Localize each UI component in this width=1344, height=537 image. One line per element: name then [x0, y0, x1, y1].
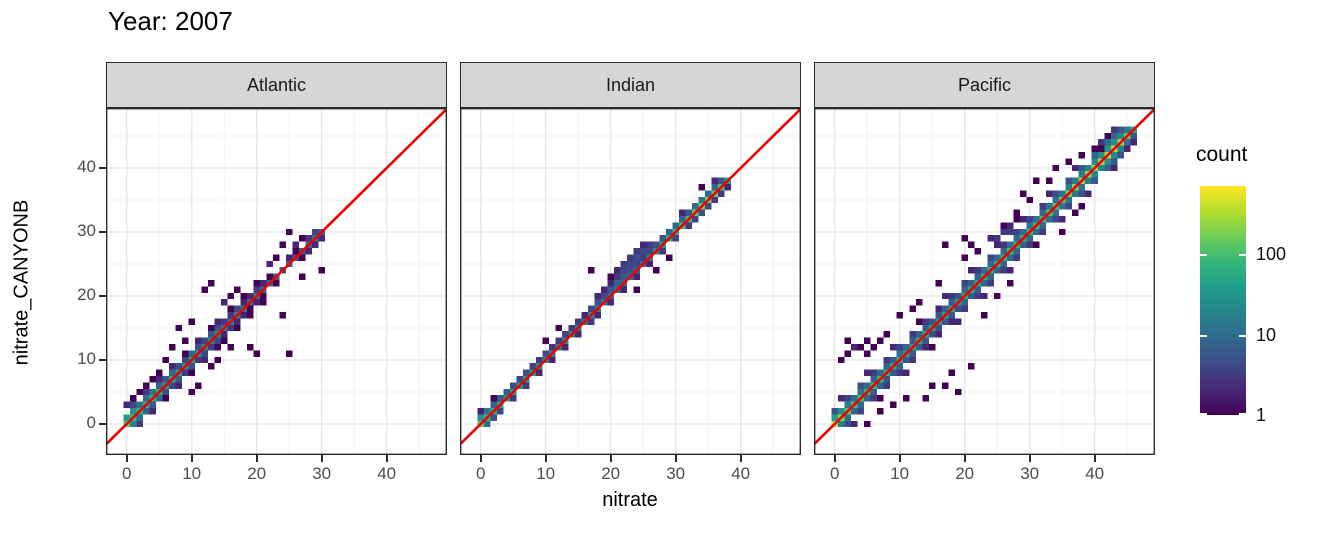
legend-tick-mark [1239, 334, 1246, 337]
y-tick-mark [99, 167, 106, 169]
facet-panel-atlantic [106, 108, 447, 455]
grid-minor [106, 108, 447, 455]
legend-tick-mark [1200, 334, 1207, 337]
x-tick-mark [739, 455, 742, 462]
x-tick-mark [255, 455, 258, 462]
x-tick-mark [963, 455, 966, 462]
x-tick-label: 40 [731, 464, 751, 483]
y-tick-label: 0 [86, 413, 96, 432]
x-tick-label: 0 [475, 464, 486, 483]
legend-tick-mark [1200, 413, 1207, 415]
x-tick-mark [190, 455, 193, 462]
y-tick-mark [99, 359, 106, 361]
x-tick-mark [479, 455, 482, 462]
legend-tick-mark [1239, 254, 1246, 257]
legend-tick-mark [1200, 254, 1207, 257]
x-tick-mark [609, 455, 612, 462]
x-tick-mark [385, 455, 388, 462]
legend-tick-label: 10 [1256, 324, 1277, 345]
legend-tick-label: 100 [1256, 244, 1287, 265]
legend-tick-label: 1 [1256, 405, 1267, 425]
legend-colorbar [1200, 186, 1246, 415]
x-tick-label: 30 [312, 464, 332, 483]
facet-panel-indian [460, 108, 801, 455]
facet-strip-indian: Indian [460, 62, 801, 108]
y-tick-label: 10 [77, 349, 96, 368]
legend-title: count [1196, 143, 1248, 166]
y-tick-label: 40 [77, 157, 96, 176]
x-tick-mark [898, 455, 901, 462]
y-tick-mark [99, 231, 106, 233]
y-axis-title: nitrate_CANYONB [10, 199, 33, 366]
x-tick-mark [1028, 455, 1031, 462]
y-tick-label: 20 [77, 285, 96, 304]
identity-line [460, 108, 801, 446]
x-tick-label: 20 [955, 464, 975, 483]
x-tick-mark [544, 455, 547, 462]
y-tick-mark [99, 423, 106, 425]
facet-strip-pacific: Pacific [814, 62, 1155, 108]
x-tick-label: 0 [829, 464, 840, 483]
x-tick-mark [674, 455, 677, 462]
grid-minor [460, 108, 801, 455]
x-tick-label: 40 [1085, 464, 1105, 483]
grid-major [460, 108, 801, 455]
x-axis-title: nitrate [602, 489, 658, 511]
figure-title: Year: 2007 [108, 6, 233, 36]
x-tick-label: 10 [182, 464, 202, 483]
x-tick-label: 10 [536, 464, 556, 483]
identity-line [106, 108, 447, 446]
x-tick-label: 10 [890, 464, 910, 483]
x-tick-label: 40 [377, 464, 397, 483]
identity-line [814, 108, 1155, 446]
x-tick-mark [125, 455, 128, 462]
x-tick-label: 20 [247, 464, 267, 483]
x-tick-mark [1093, 455, 1096, 462]
facet-panel-pacific [814, 108, 1155, 455]
x-tick-label: 30 [666, 464, 686, 483]
x-tick-mark [833, 455, 836, 462]
y-tick-label: 30 [77, 221, 96, 240]
x-tick-mark [320, 455, 323, 462]
facet-strip-atlantic: Atlantic [106, 62, 447, 108]
legend-tick-mark [1239, 413, 1246, 415]
grid-major [106, 108, 447, 455]
x-tick-label: 0 [121, 464, 132, 483]
x-tick-label: 20 [601, 464, 621, 483]
x-tick-label: 30 [1020, 464, 1040, 483]
y-tick-mark [99, 295, 106, 297]
